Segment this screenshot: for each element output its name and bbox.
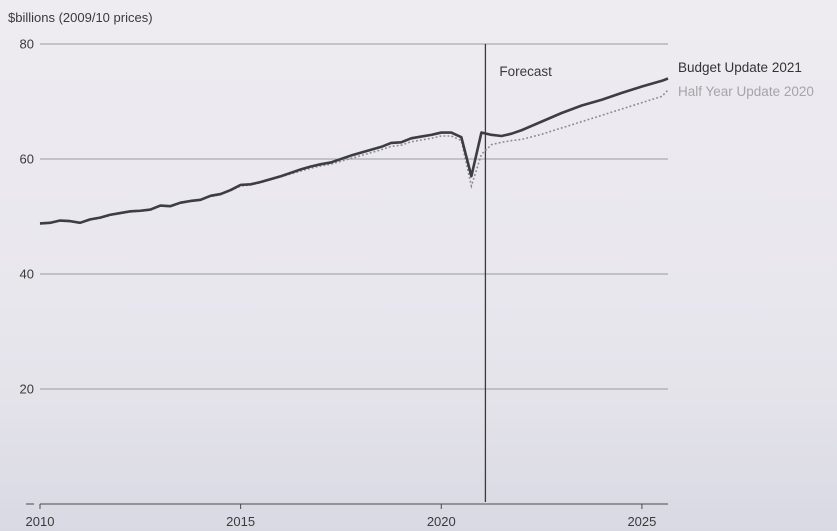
y-tick-label: 20 [20,382,34,397]
series-line-budget-update-2021 [39,77,669,225]
forecast-label: Forecast [499,64,552,79]
series-line-half-year-update-2020 [39,89,669,225]
gridlines [40,43,668,390]
y-axis-label: $billions (2009/10 prices) [8,10,153,25]
x-tick-labels: 2010 2015 2020 2025 [26,504,656,529]
x-tick-label: 2025 [627,514,656,529]
legend-entry: Half Year Update 2020 [678,84,814,99]
legend: Budget Update 2021 Half Year Update 2020 [678,60,814,99]
y-tick-label: 40 [20,267,34,282]
series-lines [39,77,669,225]
legend-entry: Budget Update 2021 [678,60,802,75]
x-tick-label: 2015 [226,514,255,529]
y-tick-label: 60 [20,152,34,167]
x-tick-label: 2010 [26,514,55,529]
y-tick-label: 80 [20,37,34,52]
x-tick-label: 2020 [427,514,456,529]
y-tick-labels: 20 40 60 80 [20,37,34,505]
